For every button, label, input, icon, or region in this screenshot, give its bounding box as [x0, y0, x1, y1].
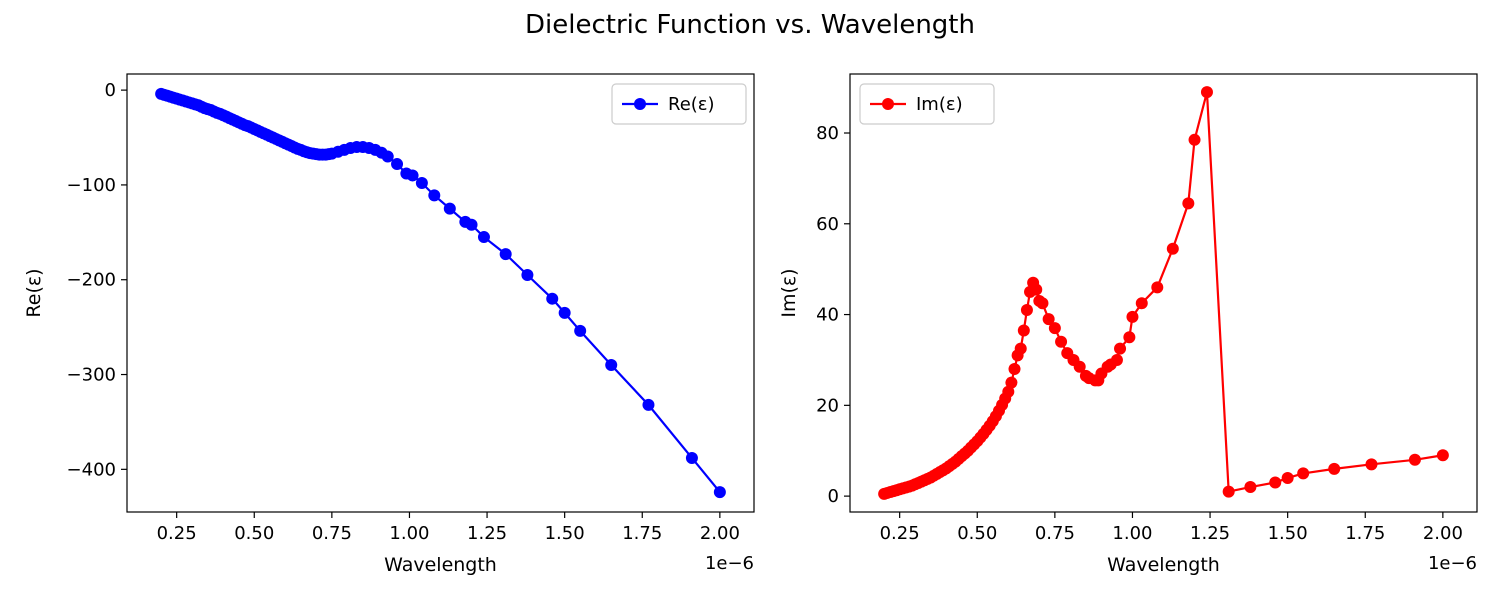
im-data-point [1042, 313, 1055, 326]
re-legend-label: Re(ε) [668, 94, 715, 115]
im-data-point [1182, 197, 1195, 210]
im-data-point [1055, 335, 1068, 348]
re-data-point [499, 248, 512, 261]
im-data-point [1030, 283, 1043, 296]
re-y-tick-label: −400 [67, 459, 116, 480]
im-data-point [1365, 458, 1378, 471]
re-x-tick-label: 2.00 [700, 523, 740, 544]
im-data-point [1281, 471, 1294, 484]
re-x-tick-label: 1.00 [389, 523, 429, 544]
im-legend-label: Im(ε) [916, 94, 963, 115]
im-data-point [1244, 481, 1257, 494]
im-y-tick-label: 40 [816, 305, 839, 326]
im-legend: Im(ε) [859, 83, 995, 125]
re-data-point [465, 218, 478, 231]
im-data-point [1048, 322, 1061, 335]
im-data-point [1151, 281, 1164, 294]
re-y-tick-label: −100 [67, 175, 116, 196]
re-y-tick-label: −200 [67, 270, 116, 291]
re-data-point [574, 324, 587, 337]
im-data-point [1135, 297, 1148, 310]
re-legend: Re(ε) [611, 83, 747, 125]
re-data-point [521, 268, 534, 281]
im-data-point [1002, 385, 1015, 398]
im-data-point [1269, 476, 1282, 489]
re-data-point [558, 306, 571, 319]
im-data-point [1123, 331, 1136, 344]
im-data-point [1436, 449, 1449, 462]
re-data-point [713, 486, 726, 499]
im-data-point [1200, 86, 1213, 99]
re-x-tick-label: 0.25 [157, 523, 197, 544]
re-data-point [381, 150, 394, 163]
re-data-point [391, 158, 404, 171]
im-data-point [1020, 304, 1033, 317]
im-data-point [1408, 453, 1421, 466]
im-x-axis-label: Wavelength [1107, 554, 1220, 576]
re-x-tick-label: 1.50 [545, 523, 585, 544]
im-data-point [1073, 360, 1086, 373]
re-x-tick-label: 0.75 [312, 523, 352, 544]
re-y-tick-label: −300 [67, 365, 116, 386]
im-x-tick-label: 2.00 [1423, 523, 1463, 544]
im-x-tick-label: 0.50 [957, 523, 997, 544]
re-data-point [477, 231, 490, 244]
im-data-point [1114, 342, 1127, 355]
im-data-point [1222, 485, 1235, 498]
re-data-point [546, 292, 559, 305]
im-legend-marker [882, 98, 894, 110]
re-data-point [685, 451, 698, 464]
im-y-tick-label: 80 [816, 123, 839, 144]
im-x-tick-label: 0.75 [1035, 523, 1075, 544]
re-legend-marker [634, 98, 646, 110]
im-legend-box [859, 83, 995, 125]
im-data-point [1017, 324, 1030, 337]
re-x-axis-label: Wavelength [384, 554, 497, 576]
im-x-tick-label: 1.75 [1345, 523, 1385, 544]
im-x-tick-label: 0.25 [880, 523, 920, 544]
im-data-point [1005, 376, 1018, 389]
re-x-tick-label: 1.25 [467, 523, 507, 544]
re-data-point [443, 202, 456, 215]
im-data-point [1036, 297, 1049, 310]
re-data-point [415, 177, 428, 190]
im-y-axis-label: Im(ε) [778, 268, 800, 317]
figure-title: Dielectric Function vs. Wavelength [525, 10, 975, 40]
im-x-tick-label: 1.00 [1112, 523, 1152, 544]
im-y-tick-label: 0 [828, 486, 839, 507]
re-plot-frame [126, 73, 755, 513]
im-x-tick-label: 1.25 [1190, 523, 1230, 544]
re-y-axis-label: Re(ε) [23, 268, 45, 317]
re-x-tick-label: 1.75 [622, 523, 662, 544]
im-data-point [1126, 310, 1139, 323]
re-x-offset-label: 1e−6 [705, 553, 754, 574]
re-series-line [160, 92, 721, 493]
im-data-point [1188, 133, 1201, 146]
im-data-point [1166, 242, 1179, 255]
re-data-point [428, 189, 441, 202]
im-x-tick-label: 1.50 [1268, 523, 1308, 544]
im-x-offset-label: 1e−6 [1428, 553, 1477, 574]
im-data-point [1008, 363, 1021, 376]
im-y-tick-label: 60 [816, 214, 839, 235]
im-data-point [1110, 353, 1123, 366]
im-data-point [1014, 342, 1027, 355]
re-x-tick-label: 0.50 [234, 523, 274, 544]
im-epsilon-plot: 0.25 0.50 0.75 1.00 1.25 1.50 1.75 2.00 0 20 40 60 8… [778, 73, 1478, 576]
re-data-point [605, 359, 618, 372]
re-y-tick-label: 0 [105, 80, 116, 101]
re-data-point [642, 398, 655, 411]
im-plot-frame [849, 73, 1478, 513]
im-y-tick-label: 20 [816, 395, 839, 416]
im-data-point [1328, 462, 1341, 475]
im-series-line [883, 91, 1444, 495]
im-data-point [1297, 467, 1310, 480]
re-legend-box [611, 83, 747, 125]
re-data-point [406, 169, 419, 182]
re-epsilon-plot: 0.25 0.50 0.75 1.00 1.25 1.50 1.75 2.00 0 −100 −20… [23, 73, 755, 576]
